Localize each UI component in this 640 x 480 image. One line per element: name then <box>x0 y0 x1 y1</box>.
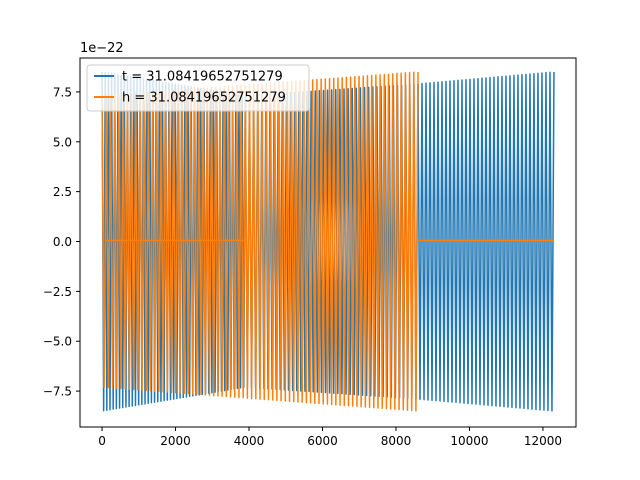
y-offset-text: 1e−22 <box>80 41 124 56</box>
y-tick-label: 7.5 <box>53 85 72 99</box>
y-tick-label: 0.0 <box>53 235 72 249</box>
x-tick-label: 0 <box>98 434 106 448</box>
series-h-segment-0 <box>101 71 419 412</box>
legend-label-h: h = 31.08419652751279 <box>122 91 286 106</box>
y-tick-label: −2.5 <box>43 285 72 299</box>
legend-label-t: t = 31.08419652751279 <box>122 70 283 85</box>
x-axis: 0 2000 4000 6000 8000 10000 12000 <box>98 427 562 448</box>
y-tick-label: 2.5 <box>53 185 72 199</box>
y-tick-label: 5.0 <box>53 135 72 149</box>
y-axis: −7.5 −5.0 −2.5 0.0 2.5 5.0 7.5 <box>43 85 80 399</box>
x-tick-label: 10000 <box>450 434 488 448</box>
x-tick-label: 6000 <box>307 434 338 448</box>
x-tick-label: 4000 <box>234 434 265 448</box>
x-tick-label: 8000 <box>381 434 412 448</box>
x-tick-label: 12000 <box>524 434 562 448</box>
legend-box <box>86 64 310 112</box>
axes-frame <box>79 57 577 428</box>
y-tick-label: −5.0 <box>43 335 72 349</box>
y-tick-label: −7.5 <box>43 385 72 399</box>
legend: t = 31.08419652751279 h = 31.08419652751… <box>86 64 310 112</box>
x-tick-label: 2000 <box>160 434 191 448</box>
series-t-segment-2 <box>417 71 555 412</box>
